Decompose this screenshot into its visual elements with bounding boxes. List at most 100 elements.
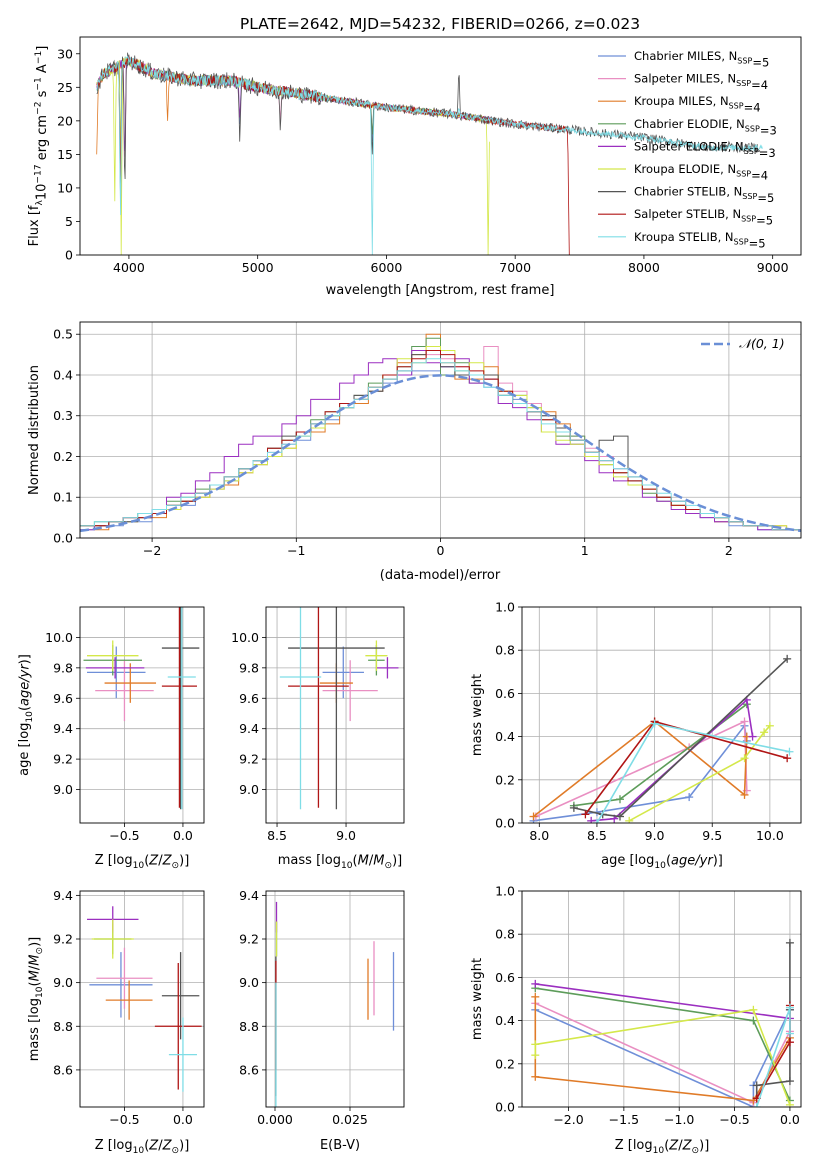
- weight-line: [535, 983, 791, 1020]
- x-tick-label: 8.0: [529, 828, 549, 843]
- y-tick-label: 0.8: [495, 927, 515, 942]
- weight-marker: [785, 938, 794, 947]
- y-tick-label: 0.4: [495, 1013, 515, 1028]
- x-tick-label: 8.5: [587, 828, 607, 843]
- y-tick-label: 9.2: [239, 932, 259, 947]
- weight-marker: [783, 754, 792, 763]
- y-tick-label: 9.6: [239, 691, 259, 706]
- weight-marker: [615, 795, 624, 804]
- x-tick-label: 0.000: [257, 1112, 293, 1127]
- y-axis-label: mass weight: [470, 674, 485, 756]
- weight-marker: [569, 803, 578, 812]
- y-tick-label: 9.4: [239, 888, 259, 903]
- weight-marker: [685, 793, 694, 802]
- y-tick-label: 30: [57, 46, 73, 61]
- legend-label: Kroupa STELIB, NSSP=5: [634, 230, 766, 250]
- x-tick-label: 7000: [499, 260, 531, 275]
- x-tick-label: −0.5: [109, 1112, 139, 1127]
- weight-marker: [650, 719, 659, 728]
- plot-area: [80, 333, 801, 533]
- weight-marker: [740, 717, 749, 726]
- y-tick-label: 0.3: [53, 408, 73, 423]
- weight-marker: [785, 747, 794, 756]
- y-tick-label: 0.0: [53, 531, 73, 546]
- y-tick-label: 1.0: [495, 884, 515, 899]
- plot-area: [87, 906, 202, 1092]
- y-tick-label: 9.8: [53, 660, 73, 675]
- axes-frame: [79, 606, 205, 824]
- y-tick-label: 9.0: [53, 782, 73, 797]
- y-tick-label: 0.2: [495, 772, 515, 787]
- axes-frame: [265, 606, 405, 824]
- weight-marker: [783, 654, 792, 663]
- weight-marker: [760, 728, 769, 737]
- weight-marker: [765, 721, 774, 730]
- x-tick-label: 9.0: [645, 828, 665, 843]
- chart-mass-vs-EBV: 0.000 0.025 8.6 8.8 9.0 9.2 9.4 E(B-V): [239, 888, 405, 1153]
- chart-weight-vs-age: 8.0 8.5 9.0 9.5 10.0 0.0 0.2 0.4 0.6 0.8 1.0 mass w…: [470, 600, 802, 871]
- legend-label: Chabrier MILES, NSSP=5: [634, 49, 769, 69]
- chart-mass-vs-Z: −0.5 0.0 8.6 8.8 9.0 9.2 9.4 Z [log10(Z/Z⊙)] mas…: [27, 888, 205, 1156]
- y-tick-label: 9.0: [239, 975, 259, 990]
- weight-line: [628, 725, 771, 822]
- x-tick-label: 8000: [628, 260, 660, 275]
- weight-marker: [531, 992, 540, 1001]
- legend-label: Salpeter MILES, NSSP=4: [634, 72, 768, 92]
- y-tick-label: 20: [57, 113, 73, 128]
- x-tick-label: 9000: [757, 260, 789, 275]
- weight-marker: [740, 790, 749, 799]
- x-tick-label: 6000: [371, 260, 403, 275]
- x-tick-label: 9.5: [702, 828, 722, 843]
- weight-marker: [587, 816, 596, 823]
- legend-label: Chabrier ELODIE, NSSP=3: [634, 117, 777, 137]
- y-tick-label: 10.0: [231, 630, 259, 645]
- y-tick-label: 15: [57, 147, 73, 162]
- weight-marker: [752, 1081, 761, 1090]
- weight-marker: [531, 1051, 540, 1060]
- y-tick-label: 9.0: [53, 975, 73, 990]
- y-tick-label: 10: [57, 180, 73, 195]
- y-tick-label: 8.8: [239, 1019, 259, 1034]
- y-tick-label: 9.4: [53, 888, 73, 903]
- x-tick-label: −2.0: [553, 1112, 583, 1127]
- chart-spectrum: 4000 5000 6000 7000 8000 9000 0 5 10 15 20 25 30 wave…: [27, 36, 802, 298]
- plot-area: [275, 901, 395, 1107]
- axes-frame: [265, 890, 405, 1108]
- y-tick-label: 9.6: [53, 691, 73, 706]
- y-tick-label: 9.2: [53, 932, 73, 947]
- weight-marker: [785, 1077, 794, 1086]
- axes-frame: [79, 890, 205, 1108]
- x-tick-label: 0.0: [780, 1112, 800, 1127]
- axes-frame: [79, 36, 802, 256]
- y-tick-label: 1.0: [495, 600, 515, 615]
- x-tick-label: −0.5: [719, 1112, 749, 1127]
- y-tick-label: 5: [65, 214, 73, 229]
- x-axis-label: Z [log10(Z/Z⊙)]: [95, 1138, 190, 1156]
- y-tick-label: 0.2: [53, 449, 73, 464]
- weight-marker: [531, 1072, 540, 1081]
- plot-area: [279, 607, 399, 810]
- weight-marker: [529, 812, 538, 821]
- y-axis-label: mass weight: [470, 958, 485, 1040]
- x-tick-label: −0.5: [109, 828, 139, 843]
- y-tick-label: 9.2: [239, 752, 259, 767]
- y-tick-label: 9.4: [53, 721, 73, 736]
- y-tick-label: 8.8: [53, 1019, 73, 1034]
- x-axis-label: Z [log10(Z/Z⊙)]: [615, 1138, 710, 1156]
- weight-marker: [625, 816, 634, 823]
- x-tick-label: −2: [143, 543, 161, 558]
- weight-marker: [785, 1100, 794, 1107]
- weight-marker: [785, 1038, 794, 1047]
- y-tick-label: 8.6: [53, 1062, 73, 1077]
- plot-area: [531, 938, 794, 1107]
- legend-label: Kroupa ELODIE, NSSP=4: [634, 162, 768, 182]
- weight-marker: [615, 812, 624, 821]
- x-tick-label: 0.0: [173, 1112, 193, 1127]
- y-tick-label: 0.6: [495, 686, 515, 701]
- chart-age-vs-Z: −0.5 0.0 9.0 9.2 9.4 9.6 9.8 10.0 Z [log10(Z/Z⊙)…: [17, 606, 205, 871]
- weight-line: [533, 720, 748, 818]
- weight-marker: [740, 754, 749, 763]
- legend-label: 𝒩(0, 1): [739, 336, 785, 351]
- x-axis-label: mass [log10(M/M⊙)]: [278, 853, 402, 871]
- legend-label: Salpeter ELODIE, NSSP=3: [634, 139, 776, 159]
